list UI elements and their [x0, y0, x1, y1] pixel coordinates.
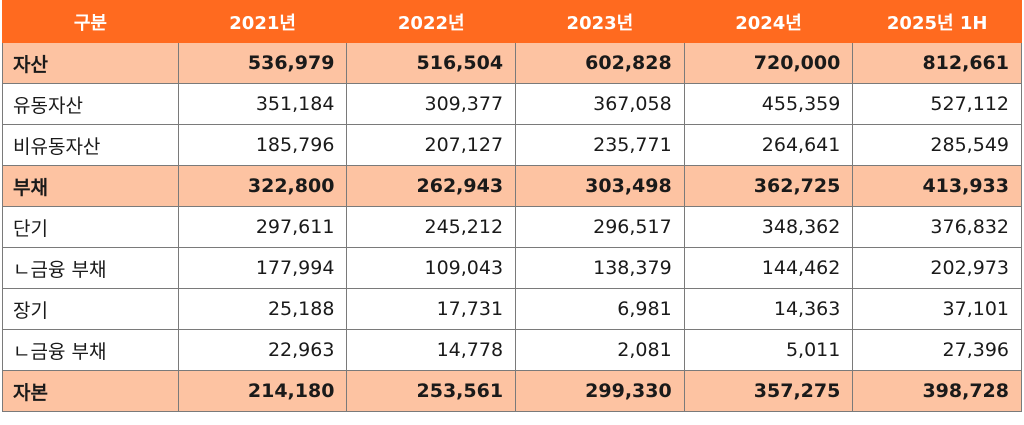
cell-value: 348,362 — [683, 206, 854, 248]
cell-value: 303,498 — [515, 165, 685, 207]
cell-value: 299,330 — [515, 370, 685, 412]
cell-value: 413,933 — [852, 165, 1022, 207]
table-row: 부채 322,800 262,943 303,498 362,725 413,9… — [2, 165, 1022, 207]
table-row: 단기 297,611 245,212 296,517 348,362 376,8… — [2, 206, 1022, 248]
cell-value: 185,796 — [177, 124, 348, 166]
table-row: 장기 25,188 17,731 6,981 14,363 37,101 — [2, 288, 1022, 330]
cell-value: 362,725 — [683, 165, 854, 207]
cell-value: 264,641 — [683, 124, 854, 166]
row-label: 장기 — [2, 288, 179, 330]
table-row: 유동자산 351,184 309,377 367,058 455,359 527… — [2, 83, 1022, 125]
cell-value: 253,561 — [346, 370, 517, 412]
cell-value: 17,731 — [346, 288, 517, 330]
row-label: ㄴ금융 부채 — [2, 329, 179, 371]
cell-value: 351,184 — [177, 83, 348, 125]
cell-value: 262,943 — [346, 165, 517, 207]
cell-value: 376,832 — [852, 206, 1022, 248]
cell-value: 357,275 — [683, 370, 854, 412]
header-category: 구분 — [2, 0, 179, 43]
row-label: 유동자산 — [2, 83, 179, 125]
cell-value: 5,011 — [683, 329, 854, 371]
cell-value: 516,504 — [346, 42, 517, 84]
row-label: 부채 — [2, 165, 179, 207]
row-label: 비유동자산 — [2, 124, 179, 166]
cell-value: 602,828 — [515, 42, 685, 84]
cell-value: 214,180 — [177, 370, 348, 412]
cell-value: 37,101 — [852, 288, 1022, 330]
row-label: 자산 — [2, 42, 179, 84]
cell-value: 322,800 — [177, 165, 348, 207]
table-row: 자본 214,180 253,561 299,330 357,275 398,7… — [2, 370, 1022, 412]
table-row: ㄴ금융 부채 177,994 109,043 138,379 144,462 2… — [2, 247, 1022, 289]
cell-value: 22,963 — [177, 329, 348, 371]
cell-value: 25,188 — [177, 288, 348, 330]
row-label: ㄴ금융 부채 — [2, 247, 179, 289]
header-2025-1h: 2025년 1H — [852, 0, 1022, 43]
cell-value: 202,973 — [852, 247, 1022, 289]
cell-value: 527,112 — [852, 83, 1022, 125]
cell-value: 6,981 — [515, 288, 685, 330]
cell-value: 285,549 — [852, 124, 1022, 166]
table-row: 자산 536,979 516,504 602,828 720,000 812,6… — [2, 42, 1022, 84]
cell-value: 245,212 — [346, 206, 517, 248]
cell-value: 235,771 — [515, 124, 685, 166]
table-row: 비유동자산 185,796 207,127 235,771 264,641 28… — [2, 124, 1022, 166]
cell-value: 177,994 — [177, 247, 348, 289]
header-2021: 2021년 — [177, 0, 348, 43]
cell-value: 27,396 — [852, 329, 1022, 371]
cell-value: 14,778 — [346, 329, 517, 371]
cell-value: 812,661 — [852, 42, 1022, 84]
cell-value: 144,462 — [683, 247, 854, 289]
cell-value: 138,379 — [515, 247, 685, 289]
header-row: 구분 2021년 2022년 2023년 2024년 2025년 1H — [2, 0, 1022, 43]
cell-value: 109,043 — [346, 247, 517, 289]
cell-value: 398,728 — [852, 370, 1022, 412]
header-2024: 2024년 — [683, 0, 854, 43]
header-2022: 2022년 — [346, 0, 517, 43]
header-2023: 2023년 — [515, 0, 685, 43]
row-label: 자본 — [2, 370, 179, 412]
cell-value: 2,081 — [515, 329, 685, 371]
row-label: 단기 — [2, 206, 179, 248]
financial-table: 구분 2021년 2022년 2023년 2024년 2025년 1H 자산 5… — [2, 0, 1022, 412]
cell-value: 367,058 — [515, 83, 685, 125]
table-row: ㄴ금융 부채 22,963 14,778 2,081 5,011 27,396 — [2, 329, 1022, 371]
cell-value: 309,377 — [346, 83, 517, 125]
cell-value: 296,517 — [515, 206, 685, 248]
cell-value: 297,611 — [177, 206, 348, 248]
cell-value: 14,363 — [683, 288, 854, 330]
cell-value: 207,127 — [346, 124, 517, 166]
cell-value: 455,359 — [683, 83, 854, 125]
cell-value: 536,979 — [177, 42, 348, 84]
cell-value: 720,000 — [683, 42, 854, 84]
